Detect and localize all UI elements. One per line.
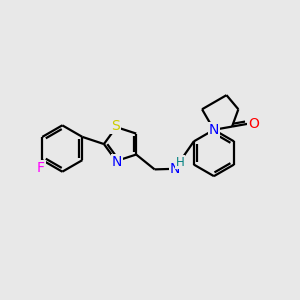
Text: N: N bbox=[209, 123, 219, 137]
Text: F: F bbox=[37, 161, 45, 176]
Text: N: N bbox=[169, 162, 180, 176]
Text: N: N bbox=[209, 123, 219, 137]
Text: H: H bbox=[176, 156, 184, 169]
Text: N: N bbox=[112, 155, 122, 169]
Text: S: S bbox=[111, 119, 120, 133]
Text: O: O bbox=[248, 117, 259, 131]
